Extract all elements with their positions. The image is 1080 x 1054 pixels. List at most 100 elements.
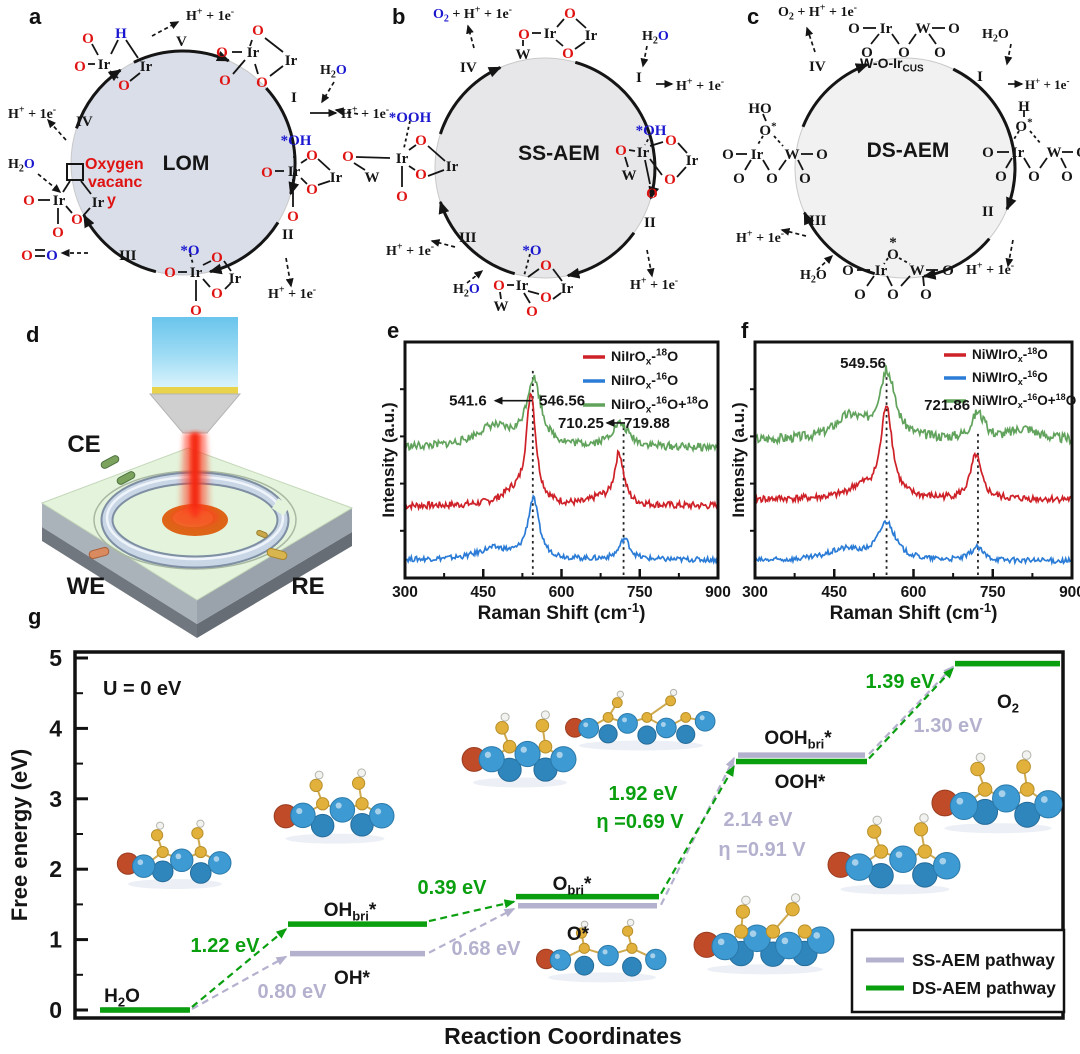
- molecule-structure-inset: [693, 893, 835, 975]
- atom-label: O*: [1015, 116, 1033, 135]
- bond-line: [870, 33, 880, 45]
- atom-label: Ir: [751, 147, 764, 163]
- atom-label: O: [898, 45, 910, 61]
- ce-pin-icon: [100, 455, 120, 469]
- panel-label-e: e: [387, 318, 400, 343]
- molecule-structure: O Ir W OO O O: [848, 21, 960, 61]
- atom-label: O: [211, 250, 223, 266]
- atom-label: O: [799, 171, 811, 187]
- raman-trace-2: [755, 365, 1072, 446]
- bond-line: [300, 177, 308, 185]
- raman-trace-2: [405, 374, 718, 454]
- contact-pin-icon: [256, 529, 268, 539]
- bond-line: [900, 275, 911, 287]
- atom-label: O: [1061, 169, 1073, 185]
- atom-label: O: [982, 145, 994, 161]
- atom-label: Ir: [875, 263, 888, 279]
- peak-annotation: 721.86: [924, 397, 970, 414]
- cycle-arc-arrow: [208, 221, 280, 275]
- intermediate-label: OOHbri*: [764, 728, 832, 752]
- y-tick-label: 3: [49, 786, 62, 812]
- atom-label: Ir: [544, 26, 557, 42]
- step-arrow-ss-aem: [868, 665, 955, 755]
- cycle-step-label: III: [119, 248, 137, 264]
- atom-label: Ir: [330, 170, 343, 186]
- bond-line: [65, 205, 73, 214]
- step-arrow-ds-aem: [660, 765, 735, 895]
- molecule-structure: HOO*O Ir W OO O O: [722, 101, 828, 187]
- atom-label: Ir: [53, 193, 66, 209]
- bond-line: [300, 158, 308, 164]
- legend-label: NiWIrOx-16O: [972, 369, 1048, 387]
- cycle-step-label: II: [644, 215, 656, 231]
- step-energy-label: 2.14 eV: [724, 809, 794, 831]
- atom-label: O*: [759, 120, 777, 139]
- reaction-arrow: [816, 254, 834, 271]
- atom-label: O: [526, 304, 538, 320]
- cycle-arc-arrow: [801, 63, 869, 128]
- annotation-text: H+ + 1e-: [341, 105, 389, 122]
- raman-trace-1: [405, 494, 718, 565]
- atom-label: Ir: [446, 159, 459, 175]
- y-tick-label: 5: [49, 645, 62, 671]
- bond-line: [891, 33, 900, 45]
- cycle-arc-arrow: [566, 231, 636, 279]
- reaction-arrow: [805, 26, 816, 53]
- annotation-text: H+ + 1e-: [8, 105, 56, 122]
- atom-label: O: [887, 287, 899, 303]
- reaction-arrow: [640, 45, 649, 68]
- bond-line: [109, 70, 119, 79]
- bond-line: [552, 268, 563, 282]
- atom-label: HO: [748, 101, 771, 117]
- bond-line: [1023, 157, 1031, 169]
- y-tick-label: 0: [49, 997, 62, 1023]
- molecule-structure-inset: [827, 813, 961, 895]
- atom-label: O: [646, 186, 658, 202]
- bond-line: [427, 145, 446, 162]
- atom-label: O: [52, 225, 64, 241]
- atom-label: Ir: [140, 59, 153, 75]
- atom-label: O: [261, 165, 273, 181]
- intermediate-label: O*: [567, 924, 590, 945]
- atom-label: O: [1076, 145, 1080, 161]
- atom-label: O: [219, 73, 231, 89]
- x-tick-label: 300: [742, 584, 768, 601]
- atom-label: O: [920, 287, 932, 303]
- atom-label: O: [415, 167, 427, 183]
- atom-label: O: [887, 247, 899, 263]
- atom-label: Ir: [288, 164, 301, 180]
- step-arrow-ds-aem: [428, 899, 516, 923]
- panel-g-free-energy-diagram: 0 1 2 3 4 5 Free energy (eV) Reaction Coordinat…: [7, 645, 1066, 1049]
- bond-line: [408, 165, 416, 171]
- annotation-text: H2O: [453, 282, 480, 299]
- cycle-step-label: II: [982, 204, 994, 220]
- reaction-arrow: [466, 270, 484, 284]
- atom-label: O: [518, 27, 530, 43]
- intermediate-label: OOH*: [775, 772, 826, 793]
- annotation-text: O2 + H+ + 1e-: [778, 3, 857, 23]
- atom-label: O: [306, 182, 318, 198]
- legend-label: NiIrOx-18O: [611, 348, 678, 368]
- atom-label: O: [665, 133, 677, 149]
- cycle-arc-arrow: [438, 66, 502, 135]
- atom-label: O: [540, 290, 552, 306]
- panel-label-b: b: [392, 4, 406, 29]
- cycle-arc-arrow: [922, 237, 991, 280]
- cycle-arc-arrow: [574, 60, 660, 200]
- atom-label: O: [74, 59, 86, 75]
- cycle-arc-arrow: [82, 214, 157, 274]
- annotation-text: H+ + 1e-: [736, 229, 784, 246]
- reaction-arrow: [334, 107, 359, 116]
- panel-label-g: g: [28, 604, 42, 629]
- atom-label: Ir: [285, 53, 298, 69]
- atom-label: O: [342, 149, 354, 165]
- molecule-structure-inset: [931, 750, 1063, 834]
- bond-line: [677, 142, 688, 154]
- atom-label: O: [942, 263, 954, 279]
- plot-area: [405, 342, 718, 578]
- legend-label: SS-AEM pathway: [912, 950, 1055, 970]
- potential-condition-label: U = 0 eV: [103, 678, 182, 700]
- atom-label: O: [733, 171, 745, 187]
